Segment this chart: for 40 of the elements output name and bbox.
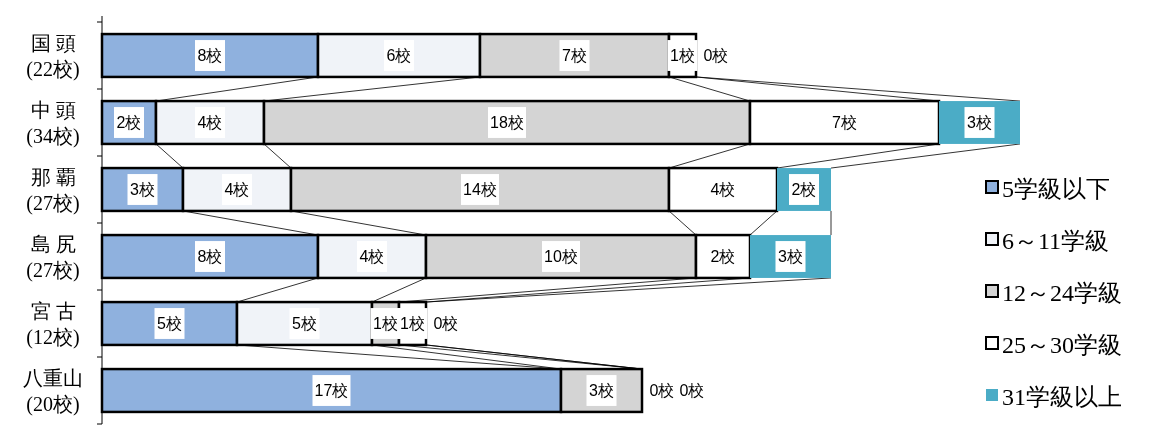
data-label: 0校 xyxy=(649,382,675,400)
data-label: 7校 xyxy=(832,114,857,132)
data-label: 6校 xyxy=(386,47,412,65)
data-label: 3校 xyxy=(589,382,614,400)
y-tick-label: 那 覇 (27校) xyxy=(26,165,80,215)
legend-label: 5学級以下 xyxy=(1002,175,1110,202)
data-label: 3校 xyxy=(967,114,992,132)
data-label: 3校 xyxy=(778,248,803,266)
data-label: 2校 xyxy=(791,181,817,199)
y-tick-label: 中 頭 (34校) xyxy=(26,98,80,148)
data-label: 8校 xyxy=(197,248,223,266)
data-label: 5校 xyxy=(292,315,317,333)
legend-label: 12～24学級 xyxy=(1002,279,1122,306)
data-label: 4校 xyxy=(359,248,385,266)
data-label: 17校 xyxy=(314,382,349,400)
data-label: 1校 xyxy=(400,315,425,333)
data-label: 1校 xyxy=(373,315,398,333)
y-tick-label: 八重山 (20校) xyxy=(23,366,83,416)
y-tick-label: 宮 古 (12校) xyxy=(26,299,80,349)
data-label: 18校 xyxy=(490,114,524,132)
y-tick-label: 島 尻 (27校) xyxy=(26,232,80,282)
data-label: 4校 xyxy=(710,181,736,199)
data-label: 7校 xyxy=(562,47,587,65)
data-label: 14校 xyxy=(463,181,497,199)
data-label: 10校 xyxy=(544,248,578,266)
data-label: 2校 xyxy=(116,114,142,132)
data-label: 2校 xyxy=(710,248,736,266)
data-label: 4校 xyxy=(224,181,250,199)
data-label: 5校 xyxy=(157,315,182,333)
data-label: 0校 xyxy=(703,47,729,65)
legend-label: 31学級以上 xyxy=(1002,383,1122,410)
legend-label: 25～30学級 xyxy=(1002,331,1122,358)
data-label: 1校 xyxy=(670,47,695,65)
legend-label: 6～11学級 xyxy=(1002,227,1110,254)
data-label: 0校 xyxy=(433,315,459,333)
data-label: 0校 xyxy=(679,382,705,400)
data-label: 8校 xyxy=(197,47,223,65)
y-tick-label: 国 頭 (22校) xyxy=(26,31,80,81)
data-label: 3校 xyxy=(130,181,155,199)
data-label: 4校 xyxy=(197,114,223,132)
